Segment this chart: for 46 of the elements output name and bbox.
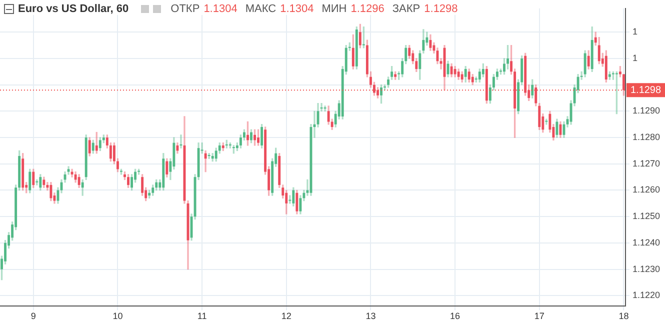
x-tick-label: 16 — [450, 311, 460, 322]
x-tick-label: 10 — [112, 311, 123, 322]
candlestick — [506, 44, 509, 70]
candlestick — [127, 174, 130, 188]
y-tick-label: 1 — [632, 52, 638, 63]
candlestick — [180, 134, 182, 148]
candlestick — [380, 84, 382, 104]
candlestick — [503, 58, 506, 75]
y-tick-label: 1.1220 — [632, 290, 660, 300]
candlestick — [130, 174, 133, 191]
candlestick — [120, 168, 122, 175]
x-tick-label: 13 — [366, 311, 376, 322]
y-tick-label: 1.1240 — [632, 237, 660, 248]
annotation: 1.1304 — [204, 3, 238, 15]
candlestick — [124, 171, 126, 180]
x-tick-label: 18 — [618, 311, 629, 322]
y-tick-label: 1.1270 — [632, 158, 660, 168]
candlestick — [254, 129, 256, 146]
candlestick — [320, 102, 323, 112]
annotation: МИН — [322, 3, 347, 15]
annotation: ЗАКР — [392, 3, 420, 15]
y-tick-label: 1.1290 — [632, 106, 660, 116]
candlestick — [204, 150, 207, 172]
candlestick — [208, 153, 210, 159]
x-tick-label: 11 — [197, 311, 207, 322]
candlestick — [257, 129, 260, 146]
y-tick-label: 1.1260 — [632, 184, 660, 195]
candlestick — [250, 129, 252, 144]
annotation: 1.1296 — [350, 3, 384, 15]
annotation: 1.1304 — [280, 3, 314, 15]
y-tick-label: 1 — [632, 26, 638, 37]
ref-line-label: 1.1298 — [630, 84, 662, 96]
y-tick-label: 1.1230 — [632, 264, 660, 274]
y-tick-label: 1.1280 — [632, 132, 660, 142]
annotation: МАКС — [245, 3, 276, 15]
candlestick — [324, 106, 326, 112]
x-tick-label: 9 — [30, 311, 36, 322]
annotation: ОТКР — [170, 3, 200, 15]
chart-title: Euro vs US Dollar, 60 — [18, 3, 129, 15]
y-tick-label: 1.1250 — [632, 211, 660, 222]
candlestick — [510, 44, 512, 75]
annotation: 1.1298 — [424, 3, 458, 15]
candlestick — [580, 71, 583, 80]
candlestick — [246, 121, 249, 146]
x-tick-label: 17 — [534, 311, 544, 322]
x-tick-label: 12 — [281, 311, 292, 322]
